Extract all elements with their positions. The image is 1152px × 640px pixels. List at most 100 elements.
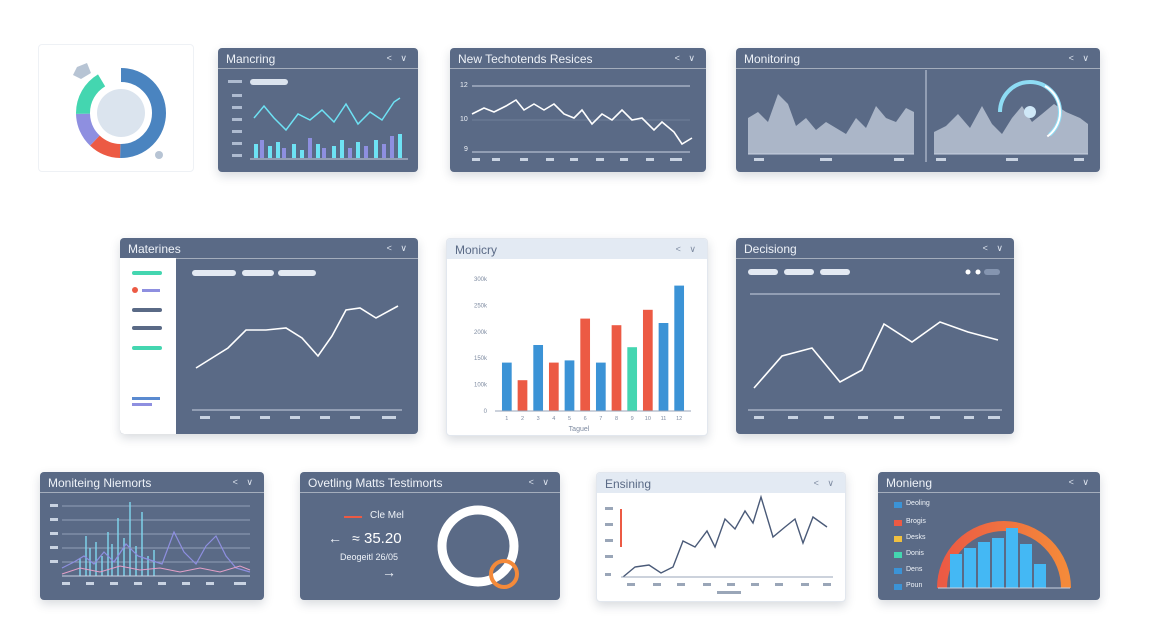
bar-group [254,134,402,158]
y-tick: 10 [460,116,468,123]
line-chart [192,270,402,419]
x-tick-label: 8 [615,416,618,422]
sidebar-item[interactable] [142,289,160,292]
x-tick-label: 7 [599,416,602,422]
bar-mark [501,362,512,411]
x-tick-label: 5 [568,416,571,422]
legend-label: Deoling [906,500,930,507]
sidebar-item[interactable] [132,326,162,330]
divider [736,68,1100,69]
x-tick-label: 12 [676,416,682,422]
sidebar-item[interactable] [132,403,152,406]
approx-icon: ≈ [352,530,360,546]
x-tick-label: 6 [584,416,587,422]
panel-controls[interactable]: < ∨ [528,477,552,487]
legend-label: Desks [906,534,926,541]
panel-title: Moniteing Niemorts [48,476,152,490]
legend-label: Poun [906,582,923,589]
panel-controls[interactable]: < ∨ [386,53,410,63]
panel-title: Ensining [605,477,652,491]
area-charts [748,70,1088,162]
divider [450,68,706,69]
panel-title: Decisiong [744,242,797,256]
bar-mark [580,318,591,411]
panel-title: Monitoring [744,52,801,66]
panel-monieng: Monieng < ∨ Deoling Brogis Desks Donis D… [878,472,1100,600]
panel-materines: Materines < ∨ [120,238,418,434]
y-tick-label: 300k [474,277,488,283]
panel-decisiong: Decisiong < ∨ [736,238,1014,434]
sidebar-item[interactable] [132,308,162,312]
y-tick-label: 0 [484,409,488,415]
panel-header [597,473,845,493]
divider [120,258,418,259]
legend-label: Dens [906,566,923,573]
gauge-histogram [937,521,1071,589]
metric-caption: Deogeitl 26/05 [340,552,399,562]
bar-mark [658,323,669,411]
panel-moniteing-niemorts: Moniteing Niemorts < ∨ [40,472,264,600]
bar-mark [595,362,606,411]
bar-mark [611,325,622,411]
divider [218,68,418,69]
panel-controls[interactable]: < ∨ [813,478,837,488]
x-tick-label: 10 [645,416,651,422]
legend-swatch [344,516,362,518]
sidebar-item[interactable] [132,287,138,293]
x-tick-label: 11 [661,416,667,422]
sidebar-item[interactable] [132,397,160,400]
divider [300,492,560,493]
y-tick: 12 [460,82,468,89]
legend-label: Cle Mel [370,510,404,521]
sidebar-item[interactable] [132,346,162,350]
arrow-right-icon: → [382,564,396,580]
bar-mark [627,347,638,411]
y-tick-label: 100k [474,383,488,389]
panel-controls[interactable]: < ∨ [674,53,698,63]
y-tick: 9 [464,146,468,153]
x-tick-label: 9 [631,416,634,422]
panel-ovetling-matts: Ovetling Matts Testimorts < ∨ Cle Mel ← … [300,472,560,600]
sidebar-item[interactable] [132,271,162,275]
line-chart [748,269,1002,419]
line-chart [605,494,833,594]
panel-mancring: Mancring < ∨ [218,48,418,172]
bar-mark [533,345,544,411]
bar-mark [642,309,653,411]
arrow-left-icon: ← [328,530,342,546]
donut-chart [73,63,166,159]
y-tick-label: 250k [474,303,488,309]
metric-value: 35.20 [364,530,402,547]
panel-controls[interactable]: < ∨ [1068,477,1092,487]
legend-label: Donis [906,550,924,557]
signal-chart [50,502,251,585]
bar-mark [674,285,685,411]
x-tick-label: 4 [552,416,555,422]
panel-monitoring-area: Monitoring < ∨ [736,48,1100,172]
y-tick-label: 150k [474,356,488,362]
panel-controls[interactable]: < ∨ [982,243,1006,253]
divider [40,492,264,493]
bar-mark [548,362,559,411]
panel-title: Mancring [226,52,276,66]
divider [736,258,1014,259]
x-tick-label: 1 [505,416,508,422]
panel-title: Monicry [455,243,498,257]
panel-title: Materines [128,242,181,256]
panel-title: Ovetling Matts Testimorts [308,476,443,490]
panel-controls[interactable]: < ∨ [386,243,410,253]
legend-label: Brogis [906,518,926,525]
bar-mark [564,360,575,411]
panel-controls[interactable]: < ∨ [232,477,256,487]
x-tick-label: 2 [521,416,524,422]
panel-title: Monieng [886,476,933,490]
panel-controls[interactable]: < ∨ [1068,53,1092,63]
x-axis-label: Taguel [569,426,590,433]
x-tick-label: 3 [537,416,540,422]
panel-controls[interactable]: < ∨ [675,244,699,254]
line-chart [471,85,693,161]
mixed-chart [228,79,408,160]
panel-title: New Techotends Resices [458,52,593,66]
